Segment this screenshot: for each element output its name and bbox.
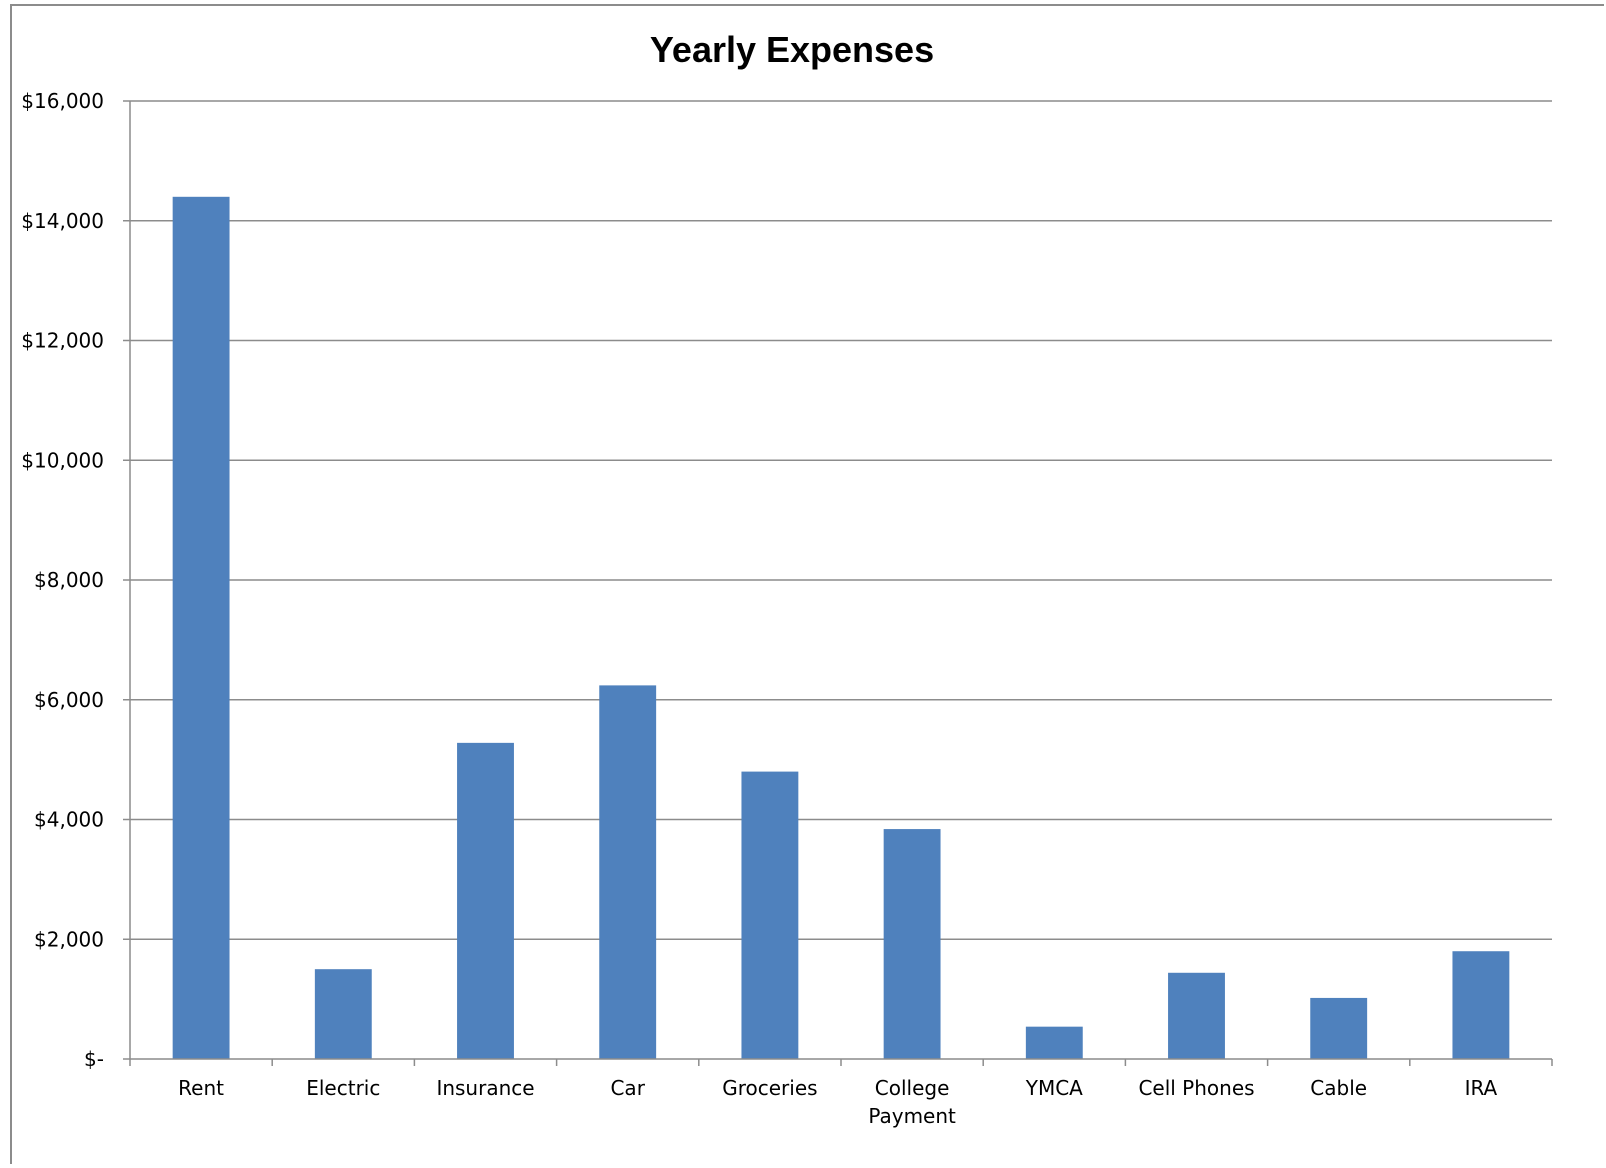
bar-ymca bbox=[1025, 1026, 1083, 1059]
x-category-label: Groceries bbox=[722, 1076, 817, 1100]
axes bbox=[123, 100, 1553, 1066]
y-tick-label: $10,000 bbox=[21, 448, 104, 472]
x-category-label: Cable bbox=[1310, 1076, 1367, 1100]
y-tick-label: $- bbox=[84, 1047, 104, 1071]
x-category-label: Electric bbox=[306, 1076, 380, 1100]
bar-insurance bbox=[457, 742, 514, 1059]
bar-ira bbox=[1452, 951, 1510, 1059]
chart-frame bbox=[10, 4, 1604, 1164]
bars bbox=[172, 196, 1510, 1060]
y-tick-label: $12,000 bbox=[21, 329, 104, 353]
x-category-label: Rent bbox=[178, 1076, 224, 1100]
chart-title: Yearly Expenses bbox=[650, 29, 934, 70]
bar-college-payment bbox=[883, 829, 941, 1059]
y-tick-label: $16,000 bbox=[21, 89, 104, 113]
bar-rent bbox=[172, 196, 230, 1060]
bar-cable bbox=[1310, 997, 1368, 1059]
x-category-label: YMCA bbox=[1025, 1076, 1083, 1100]
bar-groceries bbox=[741, 771, 799, 1059]
x-category-label: College Payment bbox=[868, 1076, 956, 1128]
x-category-label: IRA bbox=[1465, 1076, 1498, 1100]
x-category-label: Cell Phones bbox=[1138, 1076, 1254, 1100]
bar-electric bbox=[314, 969, 372, 1059]
x-category-label: Insurance bbox=[436, 1076, 534, 1100]
y-axis-tick-labels: $- $2,000 $4,000 $6,000 $8,000 $10,000 $12,000… bbox=[21, 89, 104, 1071]
y-tick-label: $4,000 bbox=[34, 808, 104, 832]
y-tick-label: $8,000 bbox=[34, 568, 104, 592]
y-tick-label: $2,000 bbox=[34, 927, 104, 951]
bar-car bbox=[599, 685, 657, 1059]
y-tick-label: $6,000 bbox=[34, 688, 104, 712]
x-axis-category-labels: Rent Electric Insurance Car Groceries College… bbox=[178, 1076, 1497, 1128]
y-tick-label: $14,000 bbox=[21, 209, 104, 233]
bar-cell-phones bbox=[1168, 972, 1225, 1059]
x-category-label: Car bbox=[610, 1076, 645, 1100]
gridlines bbox=[130, 100, 1552, 940]
